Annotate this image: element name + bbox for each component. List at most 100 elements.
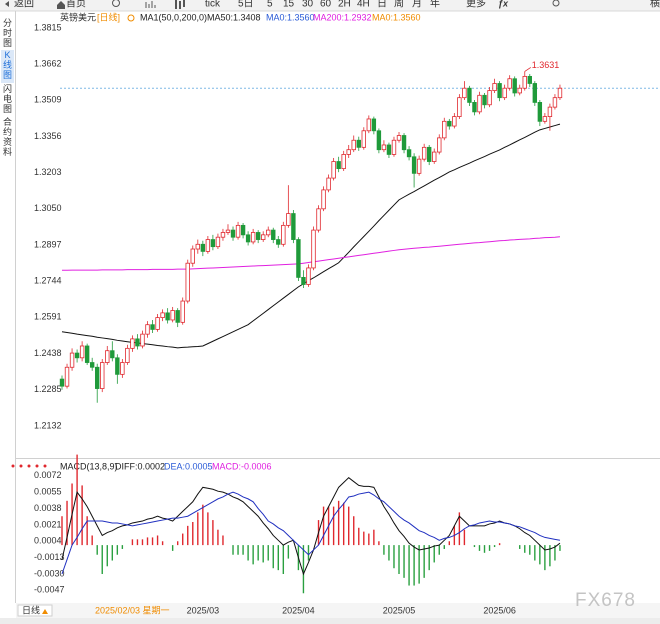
candle-body bbox=[401, 135, 407, 151]
y-tick-label: 0.0072 bbox=[34, 470, 62, 480]
period-button[interactable] bbox=[17, 604, 53, 617]
candle-icon[interactable] bbox=[175, 0, 185, 9]
candle-body bbox=[89, 362, 95, 368]
macd-line bbox=[61, 477, 561, 576]
candle-body bbox=[64, 366, 70, 387]
candle-body bbox=[160, 312, 165, 319]
settings-icon[interactable] bbox=[127, 14, 135, 22]
legend-entry: MA0:1.3560 bbox=[266, 12, 315, 22]
candle-body bbox=[437, 137, 442, 153]
sidebar-tab[interactable]: 闪电图 bbox=[2, 84, 12, 114]
candle-body bbox=[69, 352, 75, 368]
toolbar-item[interactable]: 周 bbox=[394, 0, 404, 10]
candle-body bbox=[110, 350, 115, 359]
toolbar-item[interactable]: 30 bbox=[302, 0, 314, 10]
candle-body bbox=[210, 239, 216, 248]
candle-body bbox=[492, 83, 497, 91]
back-icon[interactable] bbox=[5, 1, 9, 7]
sidebar-tab[interactable]: 分时图 bbox=[2, 18, 12, 48]
toolbar-item[interactable]: 4H bbox=[357, 0, 370, 10]
x-tick-label: 2025/04 bbox=[282, 605, 315, 615]
toolbar-item[interactable]: 15 bbox=[283, 0, 295, 10]
candle-body bbox=[376, 130, 382, 151]
toolbar-item[interactable]: 年 bbox=[430, 0, 440, 10]
footer-period[interactable]: 日线 bbox=[22, 604, 40, 615]
macd-icon bbox=[11, 464, 47, 468]
candle-body bbox=[230, 229, 236, 238]
candle-body bbox=[361, 130, 366, 148]
refresh-icon[interactable] bbox=[112, 0, 120, 7]
fx-icon[interactable]: ƒx bbox=[498, 0, 509, 8]
candle-body bbox=[411, 156, 417, 174]
candle-body bbox=[220, 232, 226, 238]
sidebar-tab[interactable]: K线图 bbox=[1, 50, 14, 83]
candle-body bbox=[321, 189, 326, 210]
candle-body bbox=[462, 87, 467, 99]
candle-body bbox=[336, 161, 341, 170]
legend-entry: MA0:1.3560 bbox=[372, 12, 421, 22]
toolbar-item[interactable]: 5日 bbox=[238, 0, 254, 10]
y-tick-label: -0.0030 bbox=[34, 568, 65, 578]
candle-body bbox=[346, 149, 351, 155]
y-tick-label: 0.0038 bbox=[34, 503, 62, 513]
candle-body bbox=[175, 310, 180, 323]
moving-average bbox=[61, 123, 561, 349]
period-arrow[interactable] bbox=[42, 609, 48, 614]
candle-body bbox=[235, 224, 241, 238]
toolbar-item[interactable]: tick bbox=[205, 0, 221, 10]
max-high-pointer bbox=[524, 67, 531, 72]
toolbar-item[interactable]: 首页 bbox=[66, 0, 86, 10]
moving-average bbox=[62, 236, 561, 271]
candle-body bbox=[276, 239, 281, 245]
candle-body bbox=[507, 78, 512, 89]
y-tick-label: 0.0004 bbox=[34, 536, 62, 546]
candle-body bbox=[260, 234, 266, 240]
toolbar-item[interactable]: 5 bbox=[267, 0, 273, 10]
toolbar-item[interactable]: 横 bbox=[650, 0, 660, 10]
toolbar-item[interactable]: 60 bbox=[320, 0, 332, 10]
candle-body bbox=[195, 243, 201, 250]
candle-body bbox=[532, 83, 538, 103]
sidebar-tab[interactable]: 合约资料 bbox=[2, 117, 12, 157]
candle-body bbox=[145, 324, 150, 335]
candle-body bbox=[200, 243, 206, 252]
y-tick-label: 0.0021 bbox=[34, 519, 62, 529]
candle-body bbox=[371, 118, 377, 132]
candle-body bbox=[100, 362, 105, 389]
zoom-icon[interactable] bbox=[552, 0, 560, 7]
y-tick-label: 1.2438 bbox=[34, 348, 62, 358]
candle-body bbox=[215, 236, 221, 248]
candle-body bbox=[351, 139, 356, 151]
toolbar-item[interactable]: 2H bbox=[338, 0, 351, 10]
candle-body bbox=[135, 338, 140, 347]
candle-body bbox=[512, 78, 517, 94]
candle-body bbox=[165, 312, 170, 321]
home-icon[interactable] bbox=[57, 1, 65, 9]
candle-body bbox=[250, 232, 256, 243]
toolbar-item[interactable]: 更多 bbox=[466, 0, 486, 10]
candle-body bbox=[331, 161, 336, 179]
footer-bg bbox=[16, 603, 660, 618]
candle-body bbox=[426, 146, 432, 162]
toolbar-item[interactable]: 月 bbox=[412, 0, 422, 10]
candle-body bbox=[477, 94, 482, 113]
candle-body bbox=[79, 345, 85, 359]
candle-body bbox=[301, 277, 306, 285]
period-label[interactable]: [日线] bbox=[97, 11, 120, 22]
candle-body bbox=[547, 106, 553, 117]
toolbar-item[interactable]: 返回 bbox=[14, 0, 34, 10]
candle-body bbox=[120, 362, 125, 375]
candle-body bbox=[140, 333, 145, 347]
candle-body bbox=[130, 338, 135, 349]
candle-body bbox=[557, 87, 563, 99]
candle-body bbox=[205, 239, 211, 252]
candle-body bbox=[286, 213, 291, 226]
toolbar-item[interactable]: 日 bbox=[377, 0, 387, 10]
y-tick-label: 1.3509 bbox=[34, 95, 62, 105]
candle-body bbox=[105, 350, 110, 363]
y-tick-label: 0.0055 bbox=[34, 487, 62, 497]
bottom-strip bbox=[0, 618, 660, 624]
candle-body bbox=[311, 229, 316, 269]
bars-icon[interactable] bbox=[145, 1, 156, 8]
